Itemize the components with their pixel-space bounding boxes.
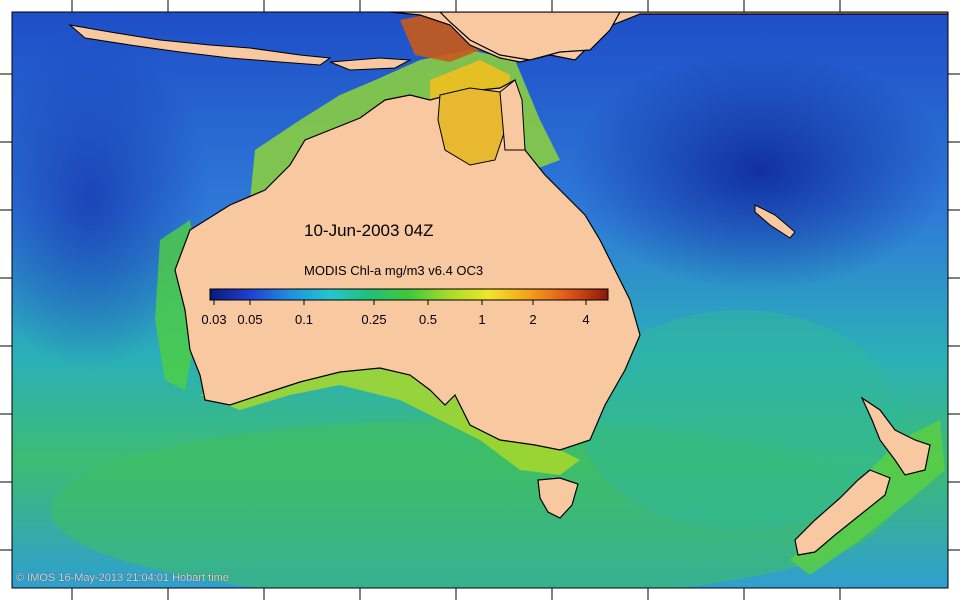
colorbar-tick-label: 0.5 — [418, 312, 438, 327]
copyright-credit: © IMOS 16-May-2013 21:04:01 Hobart time — [16, 572, 229, 584]
map-border — [11, 11, 949, 589]
colorbar-tick-label: 0.1 — [294, 312, 314, 327]
colorbar-tick-label: 0.03 — [201, 312, 227, 327]
colorbar-tick-label: 4 — [582, 312, 590, 327]
colorbar-title: MODIS Chl-a mg/m3 v6.4 OC3 — [304, 263, 484, 278]
tasmania-landmass — [537, 477, 579, 519]
colorbar — [209, 288, 609, 301]
australia-landmass — [174, 79, 641, 451]
colorbar-tick-label: 0.05 — [237, 312, 263, 327]
png-east — [439, 12, 621, 61]
tasman-green — [580, 310, 900, 530]
colorbar-tick-label: 1 — [478, 312, 486, 327]
south-coast-bloom — [200, 365, 580, 475]
indonesia-islands — [68, 24, 332, 66]
date-label: 10-Jun-2003 04Z — [304, 221, 434, 240]
colorbar-tick-label: 0.25 — [361, 312, 387, 327]
colorbar-tick-label: 2 — [529, 312, 537, 327]
coral-sea-oligotrophic — [570, 50, 948, 290]
new-zealand-south-island — [794, 469, 891, 556]
new-caledonia — [754, 204, 796, 239]
new-zealand-north-island — [860, 396, 931, 476]
cape-york — [499, 79, 526, 151]
colorbar-tick-labels: 0.03 0.05 0.1 0.25 0.5 1 2 4 — [0, 312, 970, 330]
gulf-of-carpentaria — [437, 87, 506, 166]
timor-island — [329, 57, 412, 71]
colorbar-tickmarks — [213, 300, 587, 305]
